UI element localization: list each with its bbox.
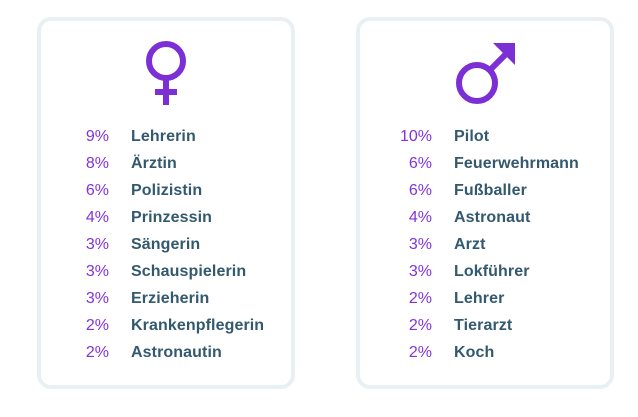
list-item: 6% Fußballer	[360, 177, 610, 204]
percentage: 6%	[85, 182, 109, 199]
job-label: Koch	[454, 344, 495, 361]
percentage: 3%	[85, 263, 109, 280]
job-label: Astronaut	[454, 209, 531, 226]
list-item: 3% Schauspielerin	[41, 258, 291, 285]
job-label: Arzt	[454, 236, 486, 253]
list-item: 10% Pilot	[360, 123, 610, 150]
percentage: 2%	[408, 317, 432, 334]
list-item: 2% Tierarzt	[360, 312, 610, 339]
list-item: 2% Koch	[360, 339, 610, 366]
percentage: 2%	[408, 344, 432, 361]
percentage: 4%	[408, 209, 432, 226]
job-label: Ärztin	[131, 155, 177, 172]
job-label: Tierarzt	[454, 317, 513, 334]
job-label: Astronautin	[131, 344, 222, 361]
percentage: 3%	[85, 290, 109, 307]
job-label: Sängerin	[131, 236, 201, 253]
percentage: 4%	[85, 209, 109, 226]
list-item: 8% Ärztin	[41, 150, 291, 177]
percentage: 3%	[408, 236, 432, 253]
list-item: 9% Lehrerin	[41, 123, 291, 150]
percentage: 6%	[408, 155, 432, 172]
percentage: 2%	[408, 290, 432, 307]
job-label: Erzieherin	[131, 290, 210, 307]
list-item: 3% Sängerin	[41, 231, 291, 258]
male-job-list: 10% Pilot 6% Feuerwehrmann 6% Fußballer 4% A…	[360, 123, 610, 366]
list-item: 6% Polizistin	[41, 177, 291, 204]
percentage: 10%	[399, 128, 432, 145]
job-label: Lehrerin	[131, 128, 196, 145]
list-item: 2% Lehrer	[360, 285, 610, 312]
job-label: Prinzessin	[131, 209, 213, 226]
list-item: 4% Prinzessin	[41, 204, 291, 231]
job-label: Fußballer	[454, 182, 527, 199]
job-label: Schauspielerin	[131, 263, 247, 280]
job-label: Lehrer	[454, 290, 505, 307]
male-symbol-icon	[456, 43, 515, 104]
list-item: 3% Arzt	[360, 231, 610, 258]
percentage: 8%	[85, 155, 109, 172]
list-item: 4% Astronaut	[360, 204, 610, 231]
percentage: 3%	[85, 236, 109, 253]
percentage: 2%	[85, 344, 109, 361]
job-label: Pilot	[454, 128, 490, 145]
percentage: 3%	[408, 263, 432, 280]
list-item: 3% Lokführer	[360, 258, 610, 285]
male-card: 10% Pilot 6% Feuerwehrmann 6% Fußballer 4% A…	[356, 17, 614, 389]
list-item: 2% Astronautin	[41, 339, 291, 366]
list-item: 2% Krankenpflegerin	[41, 312, 291, 339]
job-label: Lokführer	[454, 263, 530, 280]
percentage: 2%	[85, 317, 109, 334]
job-label: Feuerwehrmann	[454, 155, 579, 172]
list-item: 6% Feuerwehrmann	[360, 150, 610, 177]
job-label: Polizistin	[131, 182, 203, 199]
percentage: 9%	[85, 128, 109, 145]
job-label: Krankenpflegerin	[131, 317, 265, 334]
female-card: 9% Lehrerin 8% Ärztin 6% Polizistin 4% Prinz…	[37, 17, 295, 389]
percentage: 6%	[408, 182, 432, 199]
female-job-list: 9% Lehrerin 8% Ärztin 6% Polizistin 4% Prinz…	[41, 123, 291, 366]
list-item: 3% Erzieherin	[41, 285, 291, 312]
female-symbol-icon	[146, 41, 186, 105]
